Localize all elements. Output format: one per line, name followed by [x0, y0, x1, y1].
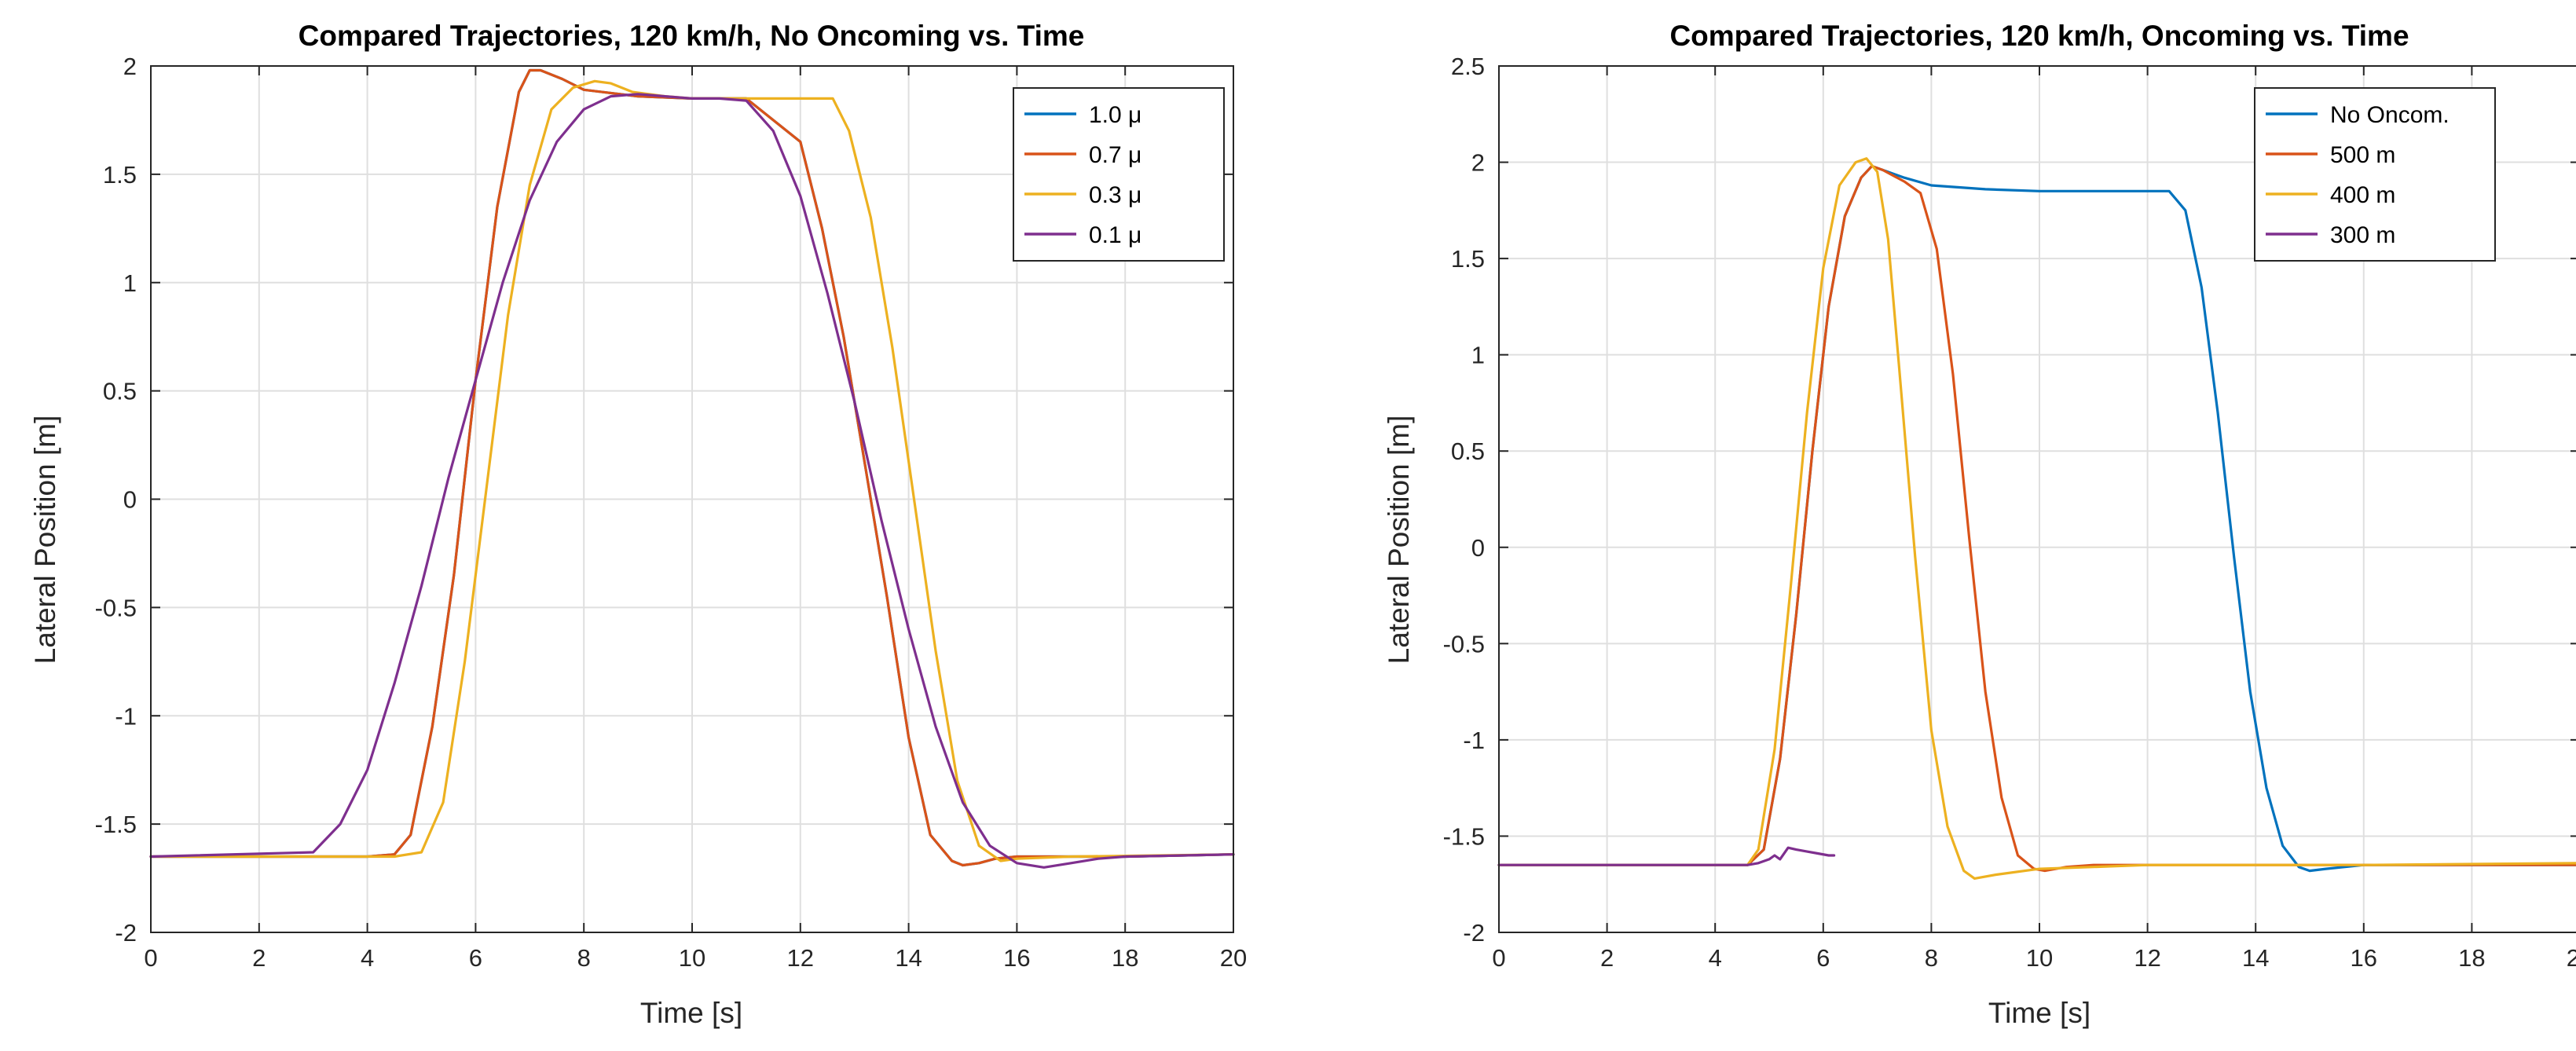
series-line: [1497, 157, 2576, 881]
x-tick-label: 12: [787, 944, 814, 972]
legend-label: No Oncom.: [2330, 102, 2450, 128]
x-tick-label: 2: [252, 944, 266, 972]
legend-label: 1.0 μ: [1089, 102, 1141, 128]
x-tick-label: 4: [1709, 944, 1722, 972]
x-tick-label: 10: [679, 944, 705, 972]
y-tick-label: -1.5: [95, 811, 137, 838]
series-line: [149, 93, 1235, 869]
y-tick-label: 2.5: [1451, 53, 1485, 80]
series-line: [1497, 846, 1836, 866]
x-tick-label: 8: [577, 944, 591, 972]
x-tick-label: 14: [895, 944, 922, 972]
x-tick-label: 20: [1220, 944, 1247, 972]
x-tick-label: 0: [144, 944, 157, 972]
legend-label: 500 m: [2330, 142, 2395, 168]
legend-label: 0.3 μ: [1089, 182, 1141, 208]
y-tick-label: 1.5: [103, 161, 137, 189]
chart-title: Compared Trajectories, 120 km/h, No Onco…: [299, 20, 1085, 52]
x-tick-label: 18: [2458, 944, 2485, 972]
x-tick-label: 0: [1492, 944, 1505, 972]
y-tick-label: 0.5: [1451, 438, 1485, 465]
legend: 1.0 μ 0.7 μ 0.3 μ 0.1 μ: [1013, 87, 1225, 262]
x-axis-label: Time [s]: [1988, 997, 2090, 1029]
legend-box: [2254, 87, 2496, 262]
legend-label: 0.1 μ: [1089, 222, 1141, 248]
y-tick-label: -0.5: [95, 594, 137, 621]
x-tick-label: 12: [2134, 944, 2160, 972]
y-axis-label: Lateral Position [m]: [1383, 416, 1415, 665]
legend-box: [1013, 87, 1225, 262]
y-axis-label: Lateral Position [m]: [29, 416, 61, 665]
y-tick-label: 1.5: [1451, 245, 1485, 273]
y-tick-label: -1.5: [1443, 822, 1485, 850]
x-tick-label: 20: [2567, 944, 2576, 972]
legend-label: 0.7 μ: [1089, 142, 1141, 168]
x-tick-label: 6: [469, 944, 482, 972]
x-tick-label: 16: [1003, 944, 1030, 972]
plot-no-oncoming: Compared Trajectories, 120 km/h, No Onco…: [29, 20, 1247, 1029]
legend-label: 400 m: [2330, 182, 2395, 208]
x-tick-label: 18: [1112, 944, 1138, 972]
plot-oncoming: Compared Trajectories, 120 km/h, Oncomin…: [1383, 20, 2576, 1029]
y-tick-label: 1: [1471, 342, 1485, 369]
x-tick-label: 8: [1925, 944, 1938, 972]
y-tick-label: 2: [1471, 149, 1485, 177]
y-tick-label: -2: [115, 919, 137, 947]
y-tick-label: 2: [123, 53, 137, 80]
x-axis-label: Time [s]: [640, 997, 742, 1029]
series-line: [1497, 164, 2576, 873]
y-tick-label: 0: [1471, 534, 1485, 562]
y-tick-label: -0.5: [1443, 630, 1485, 657]
y-tick-label: 1: [123, 269, 137, 297]
legend-label: 300 m: [2330, 222, 2395, 248]
x-tick-label: 2: [1600, 944, 1614, 972]
x-tick-label: 14: [2242, 944, 2269, 972]
legend: No Oncom. 500 m 400 m 300 m: [2254, 87, 2496, 262]
y-tick-label: -1: [115, 702, 137, 730]
x-tick-label: 16: [2351, 944, 2377, 972]
x-tick-label: 6: [1816, 944, 1830, 972]
y-tick-label: 0.5: [103, 378, 137, 405]
x-tick-label: 4: [361, 944, 374, 972]
y-tick-label: -2: [1463, 919, 1485, 947]
y-tick-label: 0: [123, 486, 137, 514]
x-tick-label: 10: [2026, 944, 2053, 972]
y-tick-label: -1: [1463, 727, 1485, 754]
chart-title: Compared Trajectories, 120 km/h, Oncomin…: [1669, 20, 2409, 52]
